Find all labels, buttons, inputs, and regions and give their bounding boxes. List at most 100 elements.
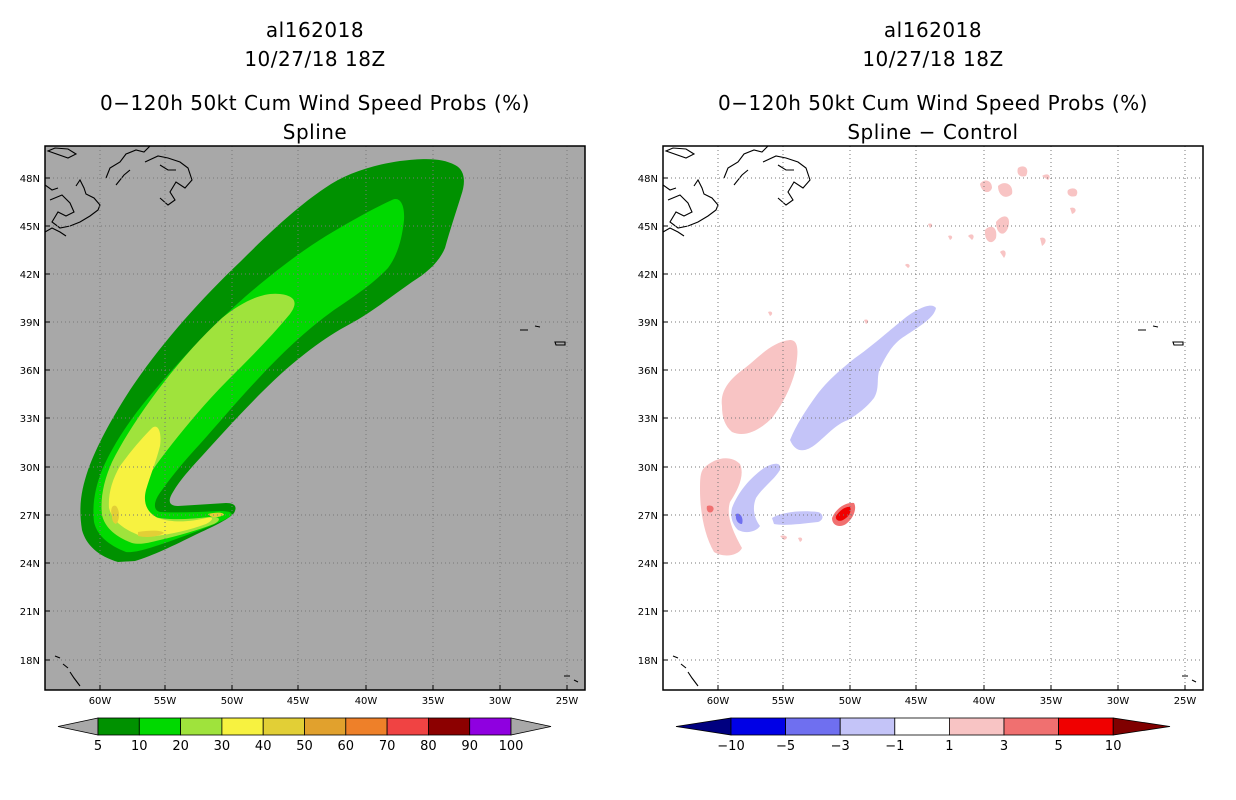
colorbar-swatch <box>839 717 896 736</box>
colorbar-under-triangle <box>57 717 99 736</box>
left-title-block: al162018 10/27/18 18Z 0−120h 50kt Cum Wi… <box>45 16 585 147</box>
colorbar-label: 50 <box>296 739 313 754</box>
colorbar-label: 60 <box>338 739 355 754</box>
lon-tick-label: 40W <box>973 696 996 707</box>
lat-tick-label: 45N <box>638 222 658 233</box>
lon-tick-label: 45W <box>287 696 310 707</box>
colorbar-swatch <box>730 717 786 736</box>
right-product: 0−120h 50kt Cum Wind Speed Probs (%) <box>718 91 1148 115</box>
red-light-region <box>706 502 856 526</box>
right-subtitle: Spline − Control <box>847 120 1019 144</box>
lat-tick-label: 30N <box>638 463 658 474</box>
colorbar-label: 80 <box>420 739 437 754</box>
lon-tick-label: 50W <box>839 696 862 707</box>
colorbar-swatch <box>469 717 512 736</box>
lat-tick-label: 39N <box>638 318 658 329</box>
right-colorbar: −10 −5 −3 −1 1 3 5 10 <box>675 717 1171 754</box>
lon-tick-label: 30W <box>489 696 512 707</box>
lat-tick-label: 45N <box>20 222 40 233</box>
colorbar-label: −5 <box>776 739 795 754</box>
colorbar-label: 5 <box>1054 739 1062 754</box>
blue-region-center <box>790 305 936 451</box>
right-coastlines <box>663 146 1197 687</box>
lat-tick-label: 42N <box>20 270 40 281</box>
lat-tick-label: 33N <box>638 414 658 425</box>
left-coastlines <box>45 146 579 687</box>
lat-tick-label: 27N <box>638 511 658 522</box>
colorbar-swatch <box>180 717 223 736</box>
left-colorbar: 5 10 20 30 40 50 60 70 80 90 100 <box>57 717 552 754</box>
lon-tick-label: 40W <box>355 696 378 707</box>
colorbar-label: 90 <box>461 739 478 754</box>
colorbar-swatch <box>1003 717 1059 736</box>
colorbar-swatch <box>221 717 264 736</box>
lat-tick-label: 39N <box>20 318 40 329</box>
left-datetime: 10/27/18 18Z <box>244 47 386 71</box>
colorbar-label: 10 <box>1105 739 1122 754</box>
colorbar-label: 1 <box>945 739 953 754</box>
right-axis-labels: 48N 45N 42N 39N 36N 33N 30N 27N 24N 21N 18N 60W 55W 5… <box>638 174 1197 707</box>
colorbar-swatch <box>97 717 140 736</box>
blue-dark-spot <box>735 513 743 524</box>
right-difference-contours <box>700 166 1078 556</box>
colorbar-swatch <box>386 717 429 736</box>
lon-tick-label: 35W <box>1040 696 1063 707</box>
colorbar-over-triangle <box>1112 717 1171 736</box>
right-storm-id: al162018 <box>883 18 983 42</box>
colorbar-over-triangle <box>510 717 552 736</box>
lat-tick-label: 33N <box>20 414 40 425</box>
colorbar-label: 10 <box>131 739 148 754</box>
left-grid <box>45 146 585 690</box>
colorbar-label: 40 <box>255 739 272 754</box>
colorbar-swatch <box>138 717 182 736</box>
lon-tick-label: 55W <box>154 696 177 707</box>
lon-tick-label: 45W <box>905 696 928 707</box>
lon-tick-label: 30W <box>1107 696 1130 707</box>
lon-tick-label: 35W <box>422 696 445 707</box>
red-region <box>835 506 851 521</box>
lat-tick-label: 30N <box>20 463 40 474</box>
colorbar-swatch <box>304 717 347 736</box>
lat-tick-label: 21N <box>638 607 658 618</box>
left-axis-labels: 48N 45N 42N 39N 36N 33N 30N 27N 24N 21N 18N 60W 55W 5… <box>20 174 579 707</box>
lat-tick-label: 18N <box>20 656 40 667</box>
colorbar-label: 70 <box>379 739 396 754</box>
left-map-frame <box>44 145 586 691</box>
lat-tick-label: 48N <box>20 174 40 185</box>
colorbar-swatch <box>345 717 388 736</box>
right-grid <box>663 146 1203 690</box>
lat-tick-label: 36N <box>638 366 658 377</box>
pink-region-west <box>721 340 798 435</box>
left-storm-id: al162018 <box>265 18 365 42</box>
lat-tick-label: 42N <box>638 270 658 281</box>
lat-tick-label: 48N <box>638 174 658 185</box>
colorbar-label: 3 <box>1000 739 1008 754</box>
right-map-panel <box>663 146 1203 690</box>
right-title-block: al162018 10/27/18 18Z 0−120h 50kt Cum Wi… <box>663 16 1203 147</box>
colorbar-label: −10 <box>717 739 744 754</box>
lat-tick-label: 36N <box>20 366 40 377</box>
lat-tick-label: 27N <box>20 511 40 522</box>
colorbar-swatch <box>949 717 1005 736</box>
colorbar-swatch <box>262 717 305 736</box>
contour-10pct <box>93 199 405 553</box>
colorbar-swatch <box>785 717 841 736</box>
left-product: 0−120h 50kt Cum Wind Speed Probs (%) <box>100 91 530 115</box>
colorbar-label: 30 <box>214 739 231 754</box>
lon-tick-label: 50W <box>221 696 244 707</box>
lon-tick-label: 55W <box>772 696 795 707</box>
pink-region-southwest <box>700 458 742 556</box>
lat-tick-label: 21N <box>20 607 40 618</box>
colorbar-swatch <box>894 717 950 736</box>
colorbar-swatch <box>1058 717 1114 736</box>
colorbar-label: −3 <box>831 739 850 754</box>
lon-tick-label: 25W <box>1174 696 1197 707</box>
right-map-frame <box>662 145 1204 691</box>
left-probability-contours <box>80 159 464 562</box>
left-subtitle: Spline <box>282 120 348 144</box>
colorbar-under-triangle <box>675 717 732 736</box>
colorbar-label: 20 <box>172 739 189 754</box>
colorbar-label: 100 <box>499 739 524 754</box>
colorbar-swatch <box>427 717 471 736</box>
